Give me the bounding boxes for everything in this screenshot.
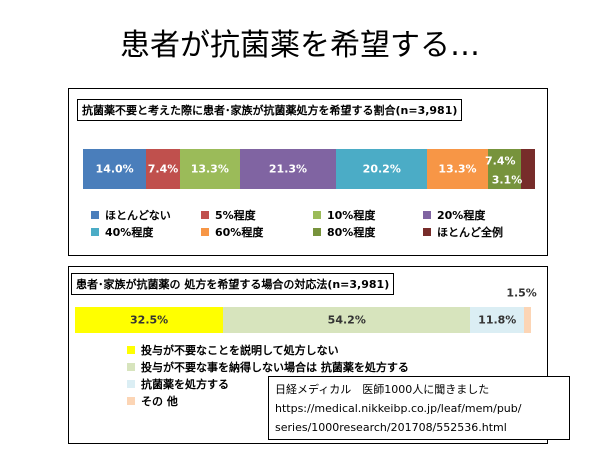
legend-item: 5%程度: [201, 207, 256, 223]
bar-segment: [427, 149, 488, 189]
legend-swatch: [423, 228, 431, 236]
data-label: 20.2%: [362, 162, 401, 176]
bar-segment: [239, 149, 337, 189]
data-label: 54.2%: [327, 313, 366, 327]
chart-title: 患者･家族が抗菌薬の 処方を希望する場合の対応法(n=3,981): [71, 273, 395, 295]
source-url-line: series/1000research/201708/552536.html: [275, 421, 507, 434]
legend-label: 抗菌薬を処方する: [141, 377, 229, 391]
chart-panel-request-rate: 抗菌薬不要と考えた際に患者･家族が抗菌薬処方を希望する割合(n=3,981) 1…: [68, 88, 548, 256]
bar-segment: [470, 307, 525, 333]
bar-segment: [146, 149, 180, 189]
legend: 投与が不要なことを説明して処方しない投与が不要な事を納得しない場合は 抗菌薬を処…: [127, 341, 547, 409]
legend-swatch: [201, 211, 209, 219]
legend-swatch: [423, 211, 431, 219]
legend-swatch: [127, 345, 135, 354]
data-label: 32.5%: [130, 313, 169, 327]
data-label: 3.1%: [491, 173, 523, 187]
bar-segment: [223, 307, 471, 333]
data-label: 1.5%: [506, 286, 537, 300]
stacked-bar: 32.5% 54.2% 11.8% 1.5%: [75, 287, 537, 333]
legend-swatch: [127, 379, 135, 388]
bar-segment: [75, 307, 224, 333]
legend-label: 5%程度: [215, 209, 256, 222]
legend-swatch: [201, 228, 209, 236]
data-label: 14.0%: [95, 162, 134, 176]
chart-title: 抗菌薬不要と考えた際に患者･家族が抗菌薬処方を希望する割合(n=3,981): [77, 99, 463, 121]
source-url-line: https://medical.nikkeibp.co.jp/leaf/mem/…: [275, 402, 522, 415]
bar-segment: [524, 307, 531, 333]
legend-swatch: [127, 396, 135, 405]
data-label: 7.4%: [147, 162, 179, 176]
bar-segment: [520, 149, 535, 189]
legend-swatch: [313, 228, 321, 236]
source-line: 日経メディカル 医師1000人に聞きました: [275, 383, 490, 396]
source-citation: 日経メディカル 医師1000人に聞きました https://medical.ni…: [268, 376, 570, 440]
legend-swatch: [91, 228, 99, 236]
bar-segment: [179, 149, 240, 189]
legend-item: 60%程度: [201, 224, 263, 240]
legend-item: ほとんどない: [91, 207, 171, 223]
legend-label: 投与が不要なことを説明して処方しない: [141, 343, 339, 357]
legend-label: 40%程度: [105, 226, 154, 239]
legend-item: 抗菌薬を処方する: [127, 375, 547, 392]
bar-segment: [83, 149, 147, 189]
legend-swatch: [91, 211, 99, 219]
legend-label: 80%程度: [327, 226, 376, 239]
legend-swatch: [127, 362, 135, 371]
legend-label: 60%程度: [215, 226, 264, 239]
bar-segment: [487, 149, 521, 189]
legend-label: 10%程度: [327, 209, 376, 222]
legend-swatch: [313, 211, 321, 219]
legend-item: 20%程度: [423, 207, 485, 223]
legend-item: 投与が不要なことを説明して処方しない: [127, 341, 547, 358]
legend-label: 投与が不要な事を納得しない場合は 抗菌薬を処方する: [141, 360, 409, 374]
legend-label: ほとんど全例: [437, 226, 503, 239]
data-label: 13.3%: [438, 162, 477, 176]
legend-item: 40%程度: [91, 224, 153, 240]
legend-item: ほとんど全例: [423, 224, 503, 240]
legend-item: その 他: [127, 392, 547, 409]
legend-item: 10%程度: [313, 207, 375, 223]
data-label: 21.3%: [268, 162, 308, 176]
data-label: 13.3%: [190, 162, 229, 176]
legend-label: ほとんどない: [105, 209, 171, 222]
slide-title: 患者が抗菌薬を希望する…: [120, 28, 480, 63]
bar-segment: [336, 149, 428, 189]
legend-item: 80%程度: [313, 224, 375, 240]
legend-label: 20%程度: [437, 209, 486, 222]
legend-label: その 他: [141, 394, 178, 408]
data-label: 11.8%: [478, 313, 517, 327]
legend-item: 投与が不要な事を納得しない場合は 抗菌薬を処方する: [127, 358, 547, 375]
stacked-bar: 14.0% 7.4% 13.3% 21.3% 20.2% 13.3% 7.4% 3.1%: [83, 149, 535, 189]
data-label: 7.4%: [484, 154, 516, 168]
